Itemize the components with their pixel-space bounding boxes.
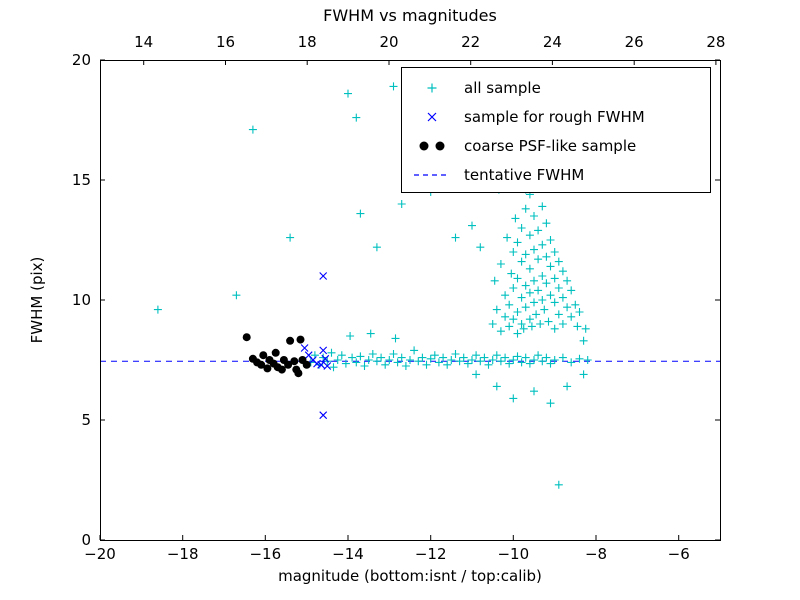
legend-item-psf-like: coarse PSF-like sample bbox=[410, 131, 710, 160]
data-point bbox=[294, 369, 303, 378]
x-tick-label: −10 bbox=[497, 545, 529, 563]
top-tick-label: 18 bbox=[298, 33, 317, 51]
data-point bbox=[263, 364, 272, 373]
top-tick-label: 20 bbox=[379, 33, 398, 51]
dashed-line-icon bbox=[414, 173, 450, 176]
legend-item-tentative-fwhm: tentative FWHM bbox=[410, 160, 710, 189]
legend-label-psf-like: coarse PSF-like sample bbox=[464, 136, 637, 155]
data-point bbox=[290, 357, 299, 366]
series-psf-like-sample bbox=[242, 333, 311, 378]
plus-marker-icon bbox=[427, 83, 437, 92]
data-point bbox=[284, 360, 293, 369]
y-tick-label: 0 bbox=[81, 531, 91, 549]
legend: all sample sample for rough FWHM coarse … bbox=[401, 67, 711, 193]
legend-item-all-sample: all sample bbox=[410, 73, 710, 102]
x-tick-label: −14 bbox=[332, 545, 364, 563]
legend-label-all-sample: all sample bbox=[464, 78, 541, 97]
y-tick-label: 5 bbox=[81, 411, 91, 429]
y-tick-label: 15 bbox=[72, 171, 91, 189]
x-tick-label: −8 bbox=[585, 545, 607, 563]
data-point bbox=[296, 335, 305, 344]
x-tick-label: −16 bbox=[249, 545, 281, 563]
legend-label-tentative-fwhm: tentative FWHM bbox=[464, 165, 585, 184]
ticks bbox=[99, 59, 720, 541]
legend-item-rough-fwhm: sample for rough FWHM bbox=[410, 102, 710, 131]
data-point bbox=[271, 348, 280, 357]
top-tick-label: 24 bbox=[543, 33, 562, 51]
top-tick-label: 22 bbox=[461, 33, 480, 51]
top-tick-label: 28 bbox=[706, 33, 725, 51]
y-tick-label: 10 bbox=[72, 291, 91, 309]
top-tick-label: 16 bbox=[216, 33, 235, 51]
top-tick-label: 14 bbox=[134, 33, 153, 51]
data-point bbox=[286, 336, 295, 345]
series-rough-fwhm-sample bbox=[300, 272, 332, 420]
chart-title: FWHM vs magnitudes bbox=[323, 6, 497, 25]
x-axis-label: magnitude (bottom:isnt / top:calib) bbox=[278, 567, 542, 585]
top-tick-label: 26 bbox=[625, 33, 644, 51]
y-tick-label: 20 bbox=[72, 51, 91, 69]
data-point bbox=[257, 360, 266, 369]
x-tick-label: −6 bbox=[668, 545, 690, 563]
legend-label-rough-fwhm: sample for rough FWHM bbox=[464, 107, 645, 126]
dot-marker-icon bbox=[419, 141, 445, 150]
data-point bbox=[259, 351, 268, 360]
x-tick-label: −20 bbox=[84, 545, 116, 563]
x-tick-label: −18 bbox=[167, 545, 199, 563]
x-marker-icon bbox=[427, 112, 437, 121]
data-point bbox=[242, 333, 251, 342]
data-point bbox=[302, 360, 311, 369]
x-tick-label: −12 bbox=[415, 545, 447, 563]
data-point bbox=[277, 365, 286, 374]
